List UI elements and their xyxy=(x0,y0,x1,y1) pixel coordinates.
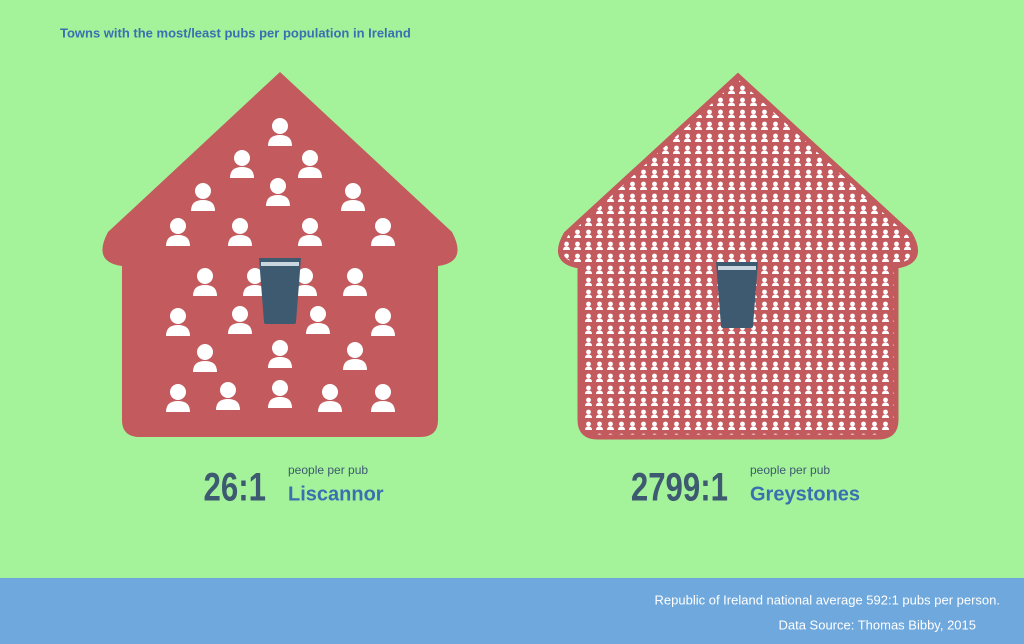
footer-average: Republic of Ireland national average 592… xyxy=(655,592,1000,607)
person-head xyxy=(297,268,313,284)
ratio: 26:1 xyxy=(204,465,266,510)
pint-right xyxy=(716,262,758,328)
person-head xyxy=(345,183,361,199)
person-head xyxy=(170,308,186,324)
person-body xyxy=(216,399,240,410)
person-head xyxy=(232,306,248,322)
person-head xyxy=(302,218,318,234)
person-body xyxy=(371,325,395,336)
person-head xyxy=(220,382,236,398)
person-body xyxy=(298,167,322,178)
person-body xyxy=(268,357,292,368)
footer-bar xyxy=(0,578,1024,644)
person-head xyxy=(197,268,213,284)
person-body xyxy=(166,235,190,246)
person-head xyxy=(170,218,186,234)
person-body xyxy=(193,361,217,372)
person-head xyxy=(170,384,186,400)
people-icons xyxy=(166,118,395,412)
title: Towns with the most/least pubs per popul… xyxy=(60,25,411,40)
person-body xyxy=(343,359,367,370)
person-body xyxy=(293,285,317,296)
person-head xyxy=(270,178,286,194)
footer-source: Data Source: Thomas Bibby, 2015 xyxy=(778,617,976,632)
person-head xyxy=(347,342,363,358)
town: Liscannor xyxy=(288,483,384,505)
person-body xyxy=(166,401,190,412)
person-head xyxy=(272,340,288,356)
person-body xyxy=(191,200,215,211)
person-head xyxy=(310,306,326,322)
unit: people per pub xyxy=(750,463,830,477)
person-head xyxy=(375,308,391,324)
person-head xyxy=(375,384,391,400)
unit: people per pub xyxy=(288,463,368,477)
person-body xyxy=(318,401,342,412)
person-head xyxy=(272,118,288,134)
person-head xyxy=(375,218,391,234)
person-head xyxy=(232,218,248,234)
person-head xyxy=(272,380,288,396)
house-right xyxy=(557,72,919,440)
person-body xyxy=(228,235,252,246)
person-body xyxy=(268,397,292,408)
person-body xyxy=(166,325,190,336)
person-body xyxy=(268,135,292,146)
person-head xyxy=(195,183,211,199)
person-head xyxy=(234,150,250,166)
person-body xyxy=(230,167,254,178)
person-body xyxy=(228,323,252,334)
person-head xyxy=(302,150,318,166)
ratio: 2799:1 xyxy=(631,465,728,510)
person-body xyxy=(193,285,217,296)
person-head xyxy=(247,268,263,284)
person-body xyxy=(343,285,367,296)
person-body xyxy=(306,323,330,334)
person-body xyxy=(298,235,322,246)
person-head xyxy=(322,384,338,400)
person-body xyxy=(371,235,395,246)
pint-left xyxy=(259,258,301,324)
person-body xyxy=(371,401,395,412)
person-body xyxy=(243,285,267,296)
house-left xyxy=(102,72,458,437)
person-head xyxy=(347,268,363,284)
town: Greystones xyxy=(750,483,860,505)
person-body xyxy=(266,195,290,206)
person-head xyxy=(197,344,213,360)
person-body xyxy=(341,200,365,211)
